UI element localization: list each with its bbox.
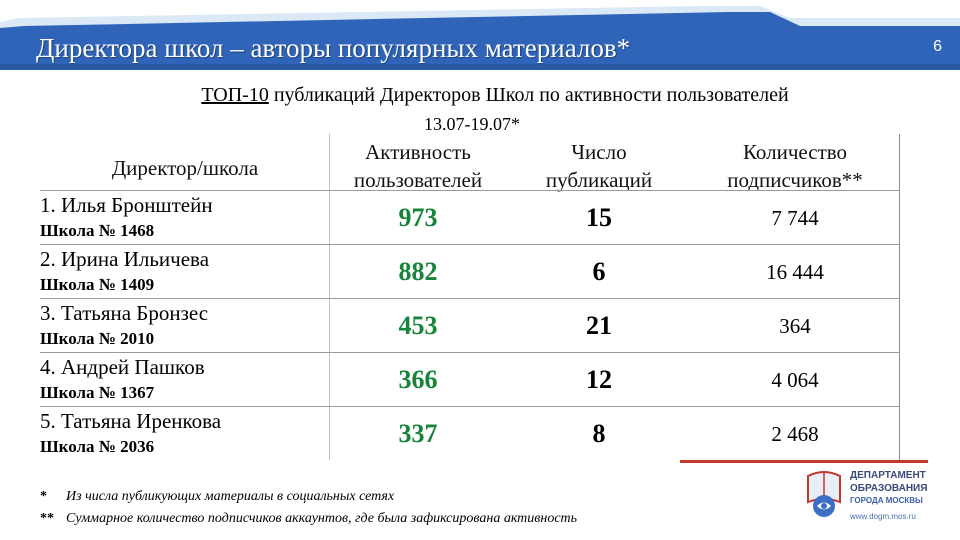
- logo-line-2: ОБРАЗОВАНИЯ: [850, 483, 928, 494]
- moscow-education-emblem-icon: [804, 466, 844, 520]
- page-number: 6: [933, 38, 942, 55]
- top-directors-table: Директор/школа Активность пользователей …: [40, 134, 900, 460]
- header-banner-shape: [0, 6, 960, 70]
- activity-value: 366: [398, 365, 438, 394]
- logo-line-3: ГОРОДА МОСКВЫ: [850, 496, 923, 505]
- caption-text: публикаций Директоров Школ по активности…: [268, 84, 789, 106]
- table-caption: ТОП-10 публикаций Директоров Школ по акт…: [0, 84, 960, 107]
- subscribers-value: 2 468: [771, 422, 819, 446]
- activity-value: 453: [398, 311, 438, 340]
- publications-value: 15: [586, 203, 612, 232]
- director-name: 3. Татьяна Бронзес: [40, 301, 209, 325]
- footnote-mark: **: [40, 511, 54, 526]
- date-range: 13.07-19.07*: [424, 114, 520, 134]
- publications-value: 6: [592, 257, 606, 286]
- header-activity: Активность пользователей: [353, 140, 483, 192]
- footnote-mark: *: [40, 489, 47, 504]
- publications-value: 8: [592, 419, 606, 448]
- slide-title: Директора школ – авторы популярных матер…: [36, 33, 631, 63]
- table-row: 4. Андрей Пашков Школа № 1367 366 12 4 0…: [40, 352, 900, 406]
- footnote-text: Из числа публикующих материалы в социаль…: [66, 489, 395, 504]
- header-band: [0, 0, 960, 70]
- subscribers-value: 7 744: [771, 206, 819, 230]
- director-name: 5. Татьяна Иренкова: [40, 409, 222, 433]
- accent-divider: [680, 460, 928, 463]
- director-name: 4. Андрей Пашков: [40, 355, 205, 379]
- director-name: 1. Илья Бронштейн: [40, 193, 213, 217]
- logo-line-1: ДЕПАРТАМЕНТ: [850, 470, 926, 481]
- table-row: 1. Илья Бронштейн Школа № 1468 973 15 7 …: [40, 190, 900, 244]
- column-divider: [329, 134, 330, 460]
- header: Директора школ – авторы популярных матер…: [0, 0, 960, 78]
- table-row: 5. Татьяна Иренкова Школа № 2036 337 8 2…: [40, 406, 900, 460]
- publications-value: 21: [586, 311, 612, 340]
- caption-top10: ТОП-10: [201, 84, 269, 106]
- table-right-border: [899, 134, 900, 460]
- table-row: 3. Татьяна Бронзес Школа № 2010 453 21 3…: [40, 298, 900, 352]
- logo-website: www.dogm.mos.ru: [850, 512, 916, 521]
- school-name: Школа № 2036: [40, 437, 155, 456]
- table-row: 2. Ирина Ильичева Школа № 1409 882 6 16 …: [40, 244, 900, 298]
- footnote-text: Суммарное количество подписчиков аккаунт…: [66, 511, 578, 526]
- department-logo: ДЕПАРТАМЕНТ ОБРАЗОВАНИЯ ГОРОДА МОСКВЫ ww…: [796, 466, 942, 528]
- subscribers-value: 16 444: [766, 260, 824, 284]
- school-name: Школа № 1409: [40, 275, 155, 294]
- activity-value: 973: [398, 203, 438, 232]
- activity-value: 337: [398, 419, 438, 448]
- school-name: Школа № 1468: [40, 221, 155, 240]
- header-director: Директор/школа: [111, 156, 259, 180]
- header-publications: Число публикаций: [545, 140, 653, 192]
- subscribers-value: 4 064: [771, 368, 819, 392]
- school-name: Школа № 2010: [40, 329, 155, 348]
- subscribers-value: 364: [779, 314, 811, 338]
- school-name: Школа № 1367: [40, 383, 155, 402]
- publications-value: 12: [586, 365, 612, 394]
- director-name: 2. Ирина Ильичева: [40, 247, 210, 271]
- header-subscribers: Количество подписчиков**: [727, 140, 863, 192]
- activity-value: 882: [398, 257, 438, 286]
